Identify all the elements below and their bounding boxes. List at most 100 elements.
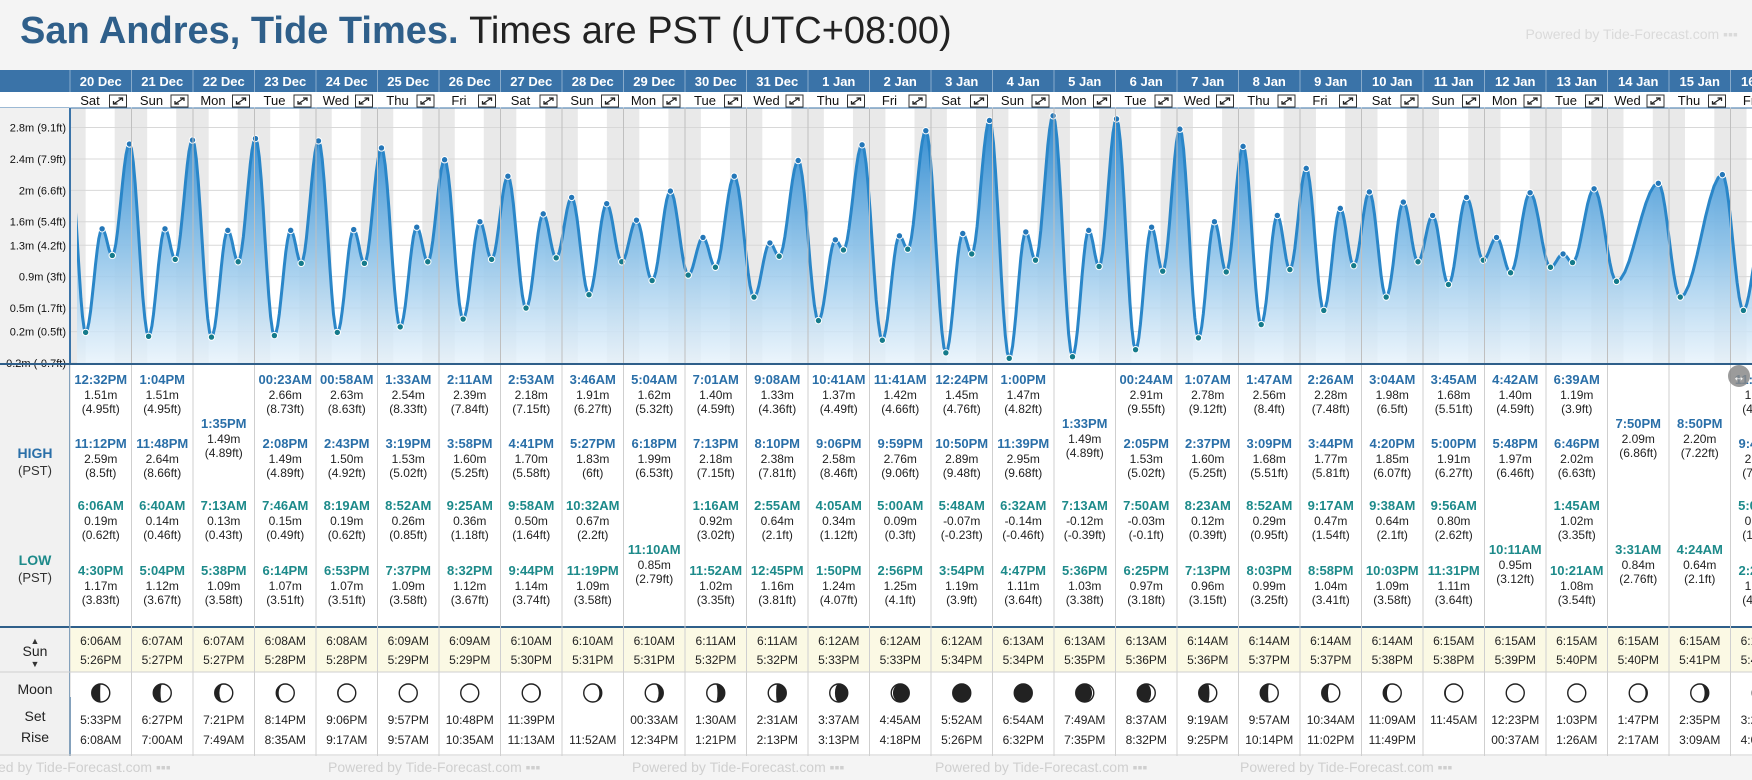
high-height-ft: (4.95ft) (143, 402, 181, 416)
low-tide-point (1286, 265, 1294, 274)
low-height-ft: (3.58ft) (1373, 593, 1411, 607)
moon-phase-icon (521, 683, 541, 703)
low-height-ft: (3.35ft) (1558, 528, 1596, 542)
scroll-right-handle[interactable]: ↔ (1728, 365, 1750, 387)
date-label: 9 Jan (1314, 74, 1347, 89)
moon-phase-icon (1198, 683, 1218, 703)
high-time: 11:39PM (997, 436, 1049, 451)
expand-icon[interactable] (293, 94, 312, 108)
low-height-ft: (1.18ft) (451, 528, 489, 542)
high-time: 1:00PM (1000, 372, 1046, 387)
moonrise-time: 1:21PM (695, 733, 736, 747)
y-tick-label: 2.4m (7.9ft) (10, 154, 66, 166)
y-tick-label: 0.9m (3ft) (19, 272, 66, 284)
high-height-m: 1.91m (1437, 452, 1470, 466)
high-time: 3:44PM (1308, 436, 1354, 451)
high-tide-point (831, 236, 840, 244)
expand-icon[interactable] (724, 94, 742, 108)
high-height-m: 2.91m (1130, 388, 1163, 402)
low-height-ft: (-0.46ft) (1002, 528, 1044, 542)
expand-icon[interactable] (1585, 94, 1603, 108)
moon-phase-icon (1505, 683, 1525, 703)
high-tide-point (287, 226, 295, 235)
date-label: 3 Jan (945, 74, 978, 89)
expand-icon[interactable] (416, 94, 435, 108)
expand-icon[interactable] (1277, 94, 1296, 108)
high-time: 11:48PM (136, 436, 188, 451)
low-height-ft: (4.1ft) (885, 593, 916, 607)
high-time: 1:33PM (1062, 416, 1108, 431)
high-height-ft: (4.53ft) (1742, 402, 1752, 416)
low-time: 4:05AM (816, 498, 862, 513)
high-tide-point (985, 116, 994, 125)
high-height-m: 1.77m (1314, 452, 1347, 466)
low-time: 8:52AM (385, 498, 431, 513)
expand-icon[interactable] (109, 94, 127, 108)
expand-icon[interactable] (539, 94, 558, 108)
sunset-time: 5:26PM (80, 653, 121, 667)
low-tide-point (1068, 353, 1077, 361)
high-height-m: 2.76m (884, 452, 917, 466)
low-time: 9:38AM (1369, 498, 1415, 513)
high-height-ft: (7.64ft) (1742, 466, 1752, 480)
expand-icon[interactable] (601, 94, 619, 108)
high-tide-point (1147, 223, 1156, 231)
high-height-ft: (9.68ft) (1004, 466, 1042, 480)
expand-icon[interactable] (232, 94, 250, 108)
moon-phase-icon (337, 683, 357, 703)
low-height-m: 1.03m (1068, 579, 1101, 593)
high-tide-point (1239, 142, 1247, 151)
low-time: 10:03PM (1366, 563, 1419, 578)
expand-icon[interactable] (1400, 94, 1419, 108)
sunrise-time: 6:14AM (1187, 634, 1228, 648)
expand-icon[interactable] (1523, 94, 1542, 108)
sunrise-time: 6:12AM (880, 634, 921, 648)
expand-icon[interactable] (1462, 94, 1480, 108)
expand-icon[interactable] (1339, 94, 1357, 108)
expand-icon[interactable] (170, 94, 189, 108)
expand-icon[interactable] (478, 94, 496, 108)
low-time: 10:21AM (1550, 563, 1603, 578)
page-title: San Andres, Tide Times. Times are PST (U… (20, 10, 952, 53)
moon-phase-icon (767, 683, 787, 703)
expand-icon[interactable] (1154, 94, 1173, 108)
low-time: 6:53PM (324, 563, 370, 578)
low-time: 9:25AM (447, 498, 493, 513)
high-height-ft: (6.86ft) (1619, 446, 1657, 460)
expand-icon[interactable] (1031, 94, 1050, 108)
expand-icon[interactable] (1093, 94, 1111, 108)
svg-text:↔: ↔ (1733, 369, 1746, 384)
dow-label: Tue (1555, 93, 1577, 108)
moon-phase-icon (1259, 683, 1279, 703)
expand-icon[interactable] (908, 94, 927, 108)
expand-icon[interactable] (1646, 94, 1665, 108)
high-tide-point (858, 141, 866, 149)
high-height-m: 2.38m (761, 452, 794, 466)
low-height-m: 1.25m (884, 579, 917, 593)
low-time: 2:21PM (1738, 563, 1752, 578)
expand-icon[interactable] (970, 94, 988, 108)
powered-by-top-text: Powered by Tide-Forecast.com (1525, 26, 1720, 42)
high-time: 12:24PM (935, 372, 988, 387)
high-tide-point (1718, 170, 1727, 179)
moon-phase-icon (829, 683, 849, 703)
low-height-ft: (2.1ft) (1377, 528, 1408, 542)
expand-icon[interactable] (662, 94, 681, 108)
sunrise-time: 6:10AM (511, 634, 552, 648)
expand-icon[interactable] (355, 94, 373, 108)
high-height-ft: (5.02ft) (1127, 466, 1165, 480)
dow-label: Mon (1492, 93, 1517, 108)
expand-icon[interactable] (785, 94, 804, 108)
high-tide-point (413, 223, 421, 231)
low-tide-point (396, 323, 404, 331)
moonset-time: 9:19AM (1187, 713, 1228, 727)
moonrise-time: 11:49PM (1369, 733, 1416, 747)
high-height-m: 1.60m (1191, 452, 1224, 466)
dow-label: Wed (323, 93, 350, 108)
expand-icon[interactable] (1216, 94, 1234, 108)
y-tick-label: 1.3m (4.2ft) (10, 240, 66, 252)
high-tide-point (1365, 188, 1374, 196)
expand-icon[interactable] (847, 94, 865, 108)
expand-icon[interactable] (1708, 94, 1726, 108)
low-time: 5:36PM (1062, 563, 1108, 578)
